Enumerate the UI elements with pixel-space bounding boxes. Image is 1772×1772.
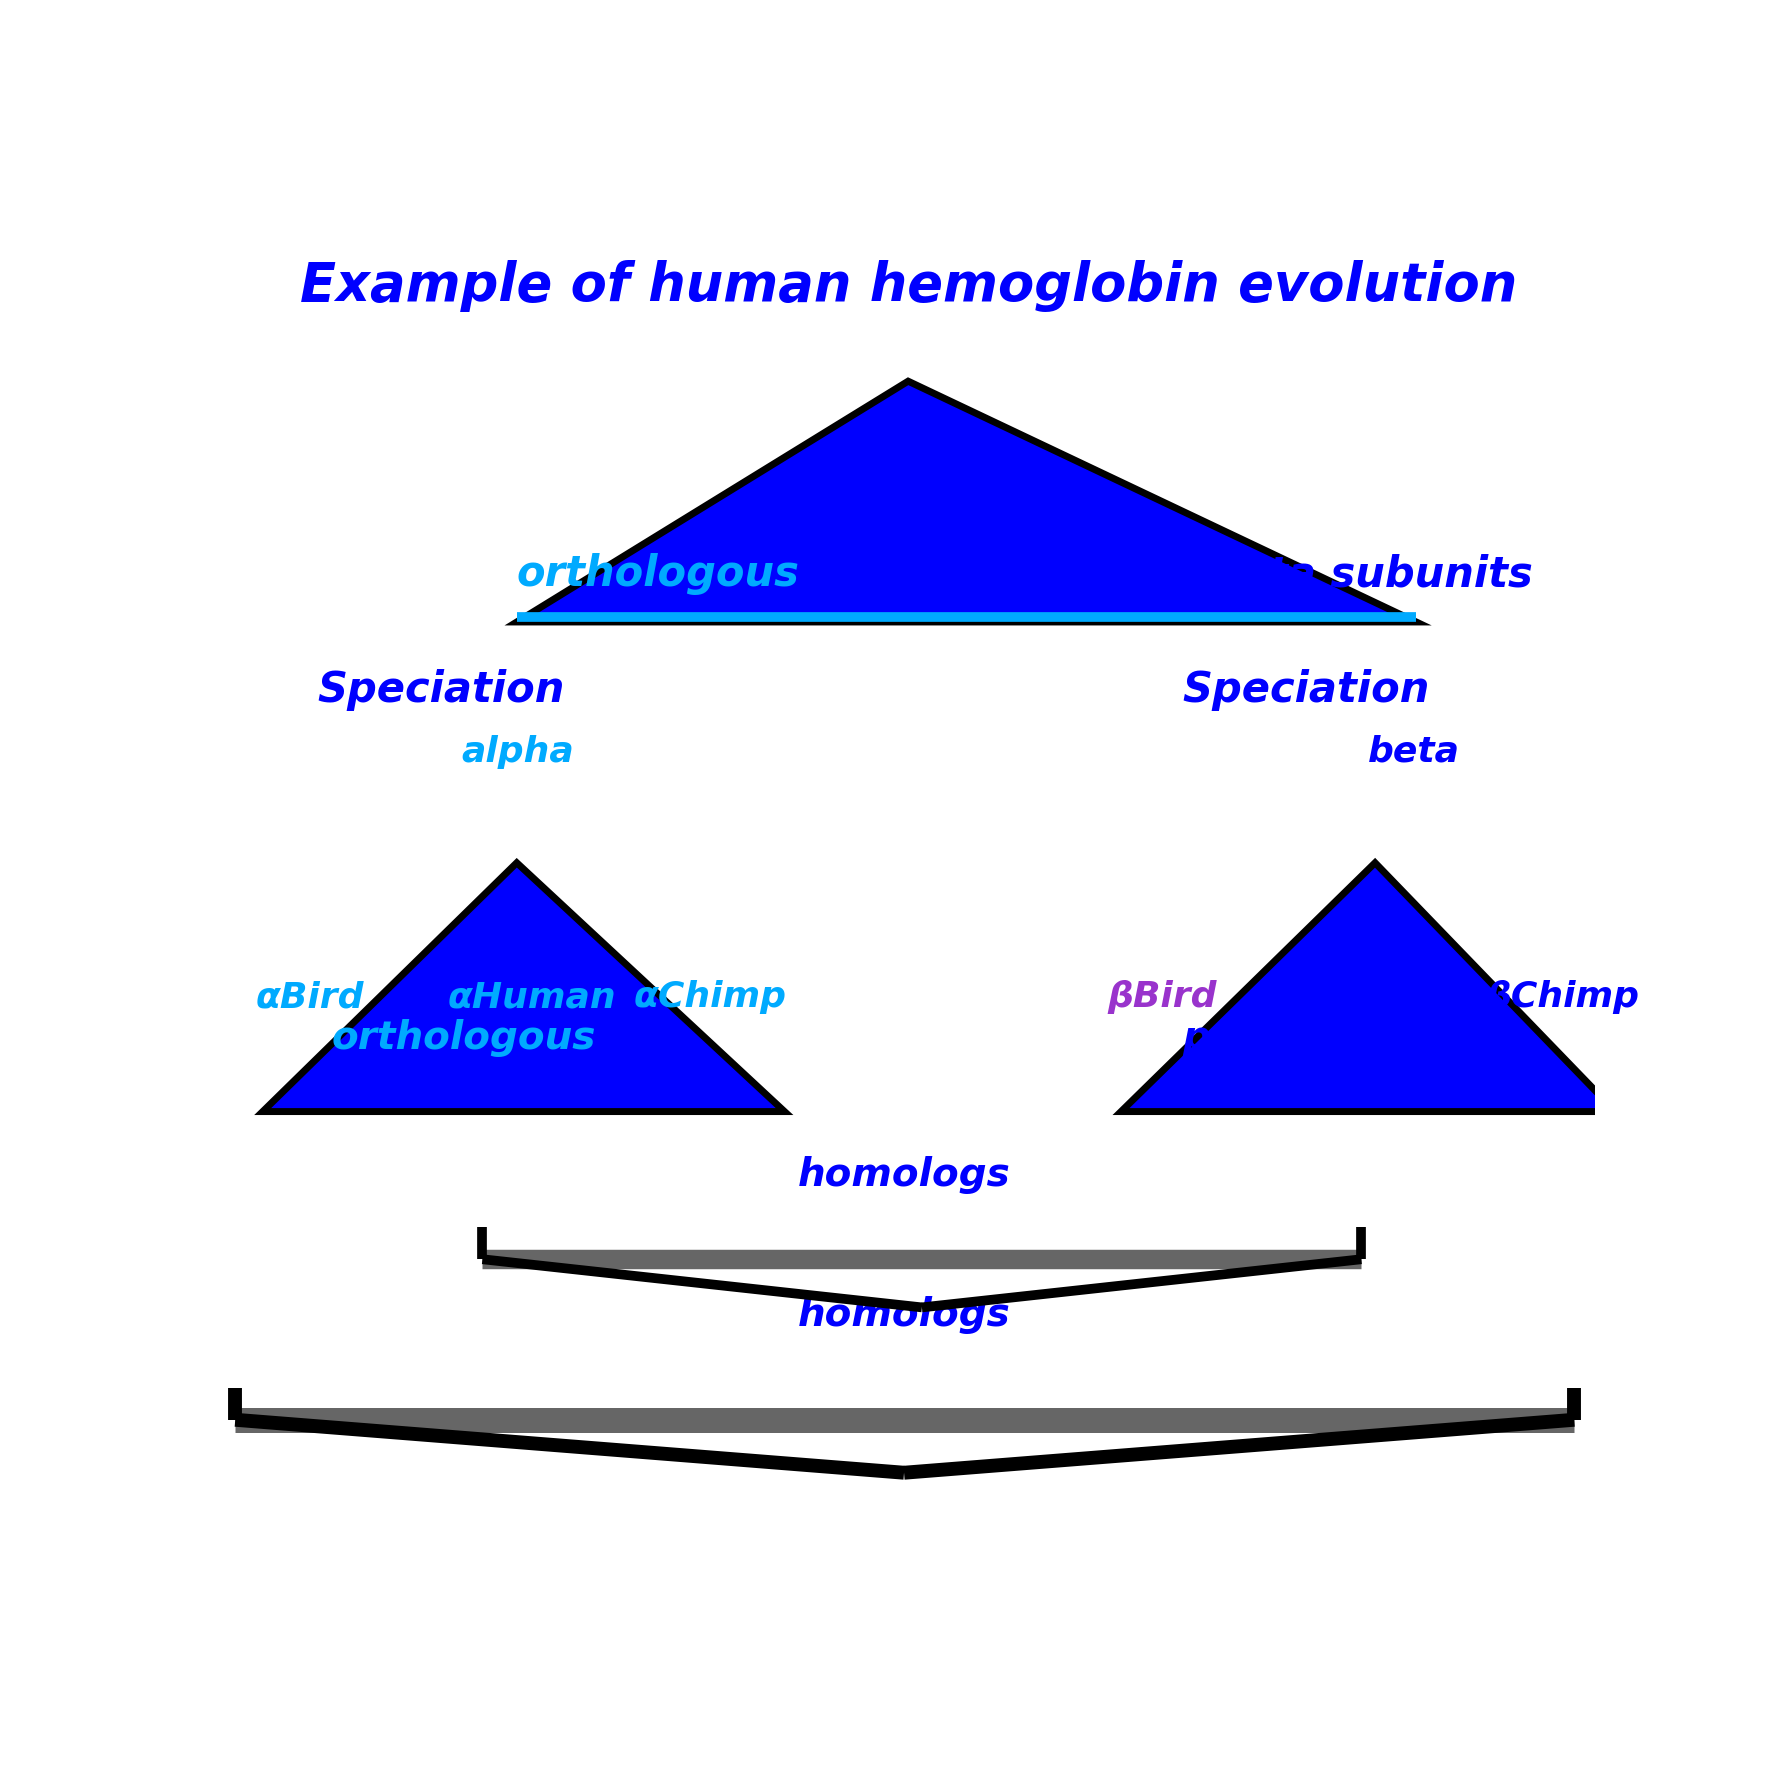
Text: Speciation: Speciation bbox=[317, 670, 565, 711]
Text: αBird: αBird bbox=[255, 980, 365, 1014]
Text: beta subunits: beta subunits bbox=[1210, 553, 1533, 595]
Text: βBird: βBird bbox=[1108, 980, 1217, 1014]
Text: αChimp: αChimp bbox=[634, 980, 787, 1014]
Polygon shape bbox=[517, 381, 1416, 622]
Text: beta: beta bbox=[1368, 735, 1460, 769]
Text: Speciation: Speciation bbox=[1182, 670, 1430, 711]
Text: βHuman: βHuman bbox=[1299, 980, 1469, 1014]
Text: orthologous: orthologous bbox=[517, 553, 799, 595]
Text: alpha: alpha bbox=[462, 735, 574, 769]
Text: orthologous: orthologous bbox=[331, 1019, 595, 1058]
Polygon shape bbox=[1122, 863, 1616, 1111]
Text: homologs: homologs bbox=[797, 1295, 1012, 1334]
Text: paralogous: paralogous bbox=[1182, 1019, 1428, 1058]
Text: homologs: homologs bbox=[797, 1155, 1012, 1194]
Text: Example of human hemoglobin evolution: Example of human hemoglobin evolution bbox=[299, 260, 1517, 312]
Polygon shape bbox=[262, 863, 785, 1111]
Text: βChimp: βChimp bbox=[1485, 980, 1639, 1014]
Text: αHuman: αHuman bbox=[448, 980, 617, 1014]
